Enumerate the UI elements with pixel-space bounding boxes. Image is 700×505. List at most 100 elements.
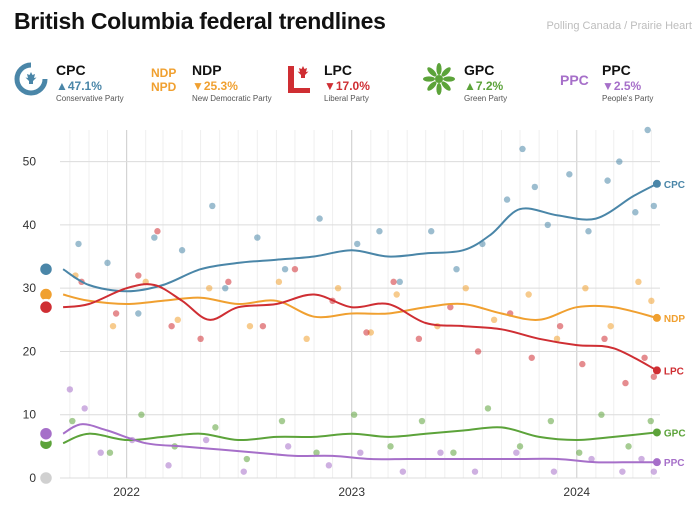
poll-point-ppc	[513, 449, 520, 456]
legend-full-name: New Democratic Party	[192, 94, 272, 103]
poll-point-cpc	[531, 183, 539, 191]
series-end-label: CPC	[664, 180, 685, 191]
end-marker-gpc	[652, 428, 661, 437]
poll-point-cpc	[135, 310, 142, 317]
x-tick-label: 2024	[563, 485, 590, 499]
poll-point-ndp	[607, 322, 614, 330]
poll-point-lpc	[447, 303, 454, 311]
poll-point-ppc	[81, 405, 88, 412]
poll-point-cpc	[503, 196, 511, 203]
poll-point-cpc	[428, 228, 435, 235]
legend-full-name: Conservative Party	[56, 94, 124, 103]
legend-full-name: Liberal Party	[324, 94, 369, 103]
poll-point-ppc	[357, 449, 364, 456]
poll-point-lpc	[474, 348, 482, 355]
poll-point-lpc	[259, 322, 267, 330]
poll-point-lpc	[112, 310, 120, 317]
poll-point-cpc	[209, 202, 216, 210]
trendline-lpc	[62, 283, 658, 372]
poll-point-cpc	[650, 202, 658, 210]
legend-value: ▼2.5%	[602, 79, 642, 93]
poll-point-lpc	[168, 322, 175, 330]
poll-point-ppc	[240, 468, 247, 475]
poll-point-ndp	[393, 291, 400, 298]
trendline-cpc	[62, 182, 658, 293]
poll-point-cpc	[644, 126, 651, 134]
poll-point-cpc	[316, 215, 323, 222]
poll-point-lpc	[135, 272, 142, 279]
poll-point-gpc	[387, 443, 394, 450]
series-end-label: LPC	[664, 366, 684, 377]
start-marker-ppc	[37, 425, 55, 442]
poll-point-lpc	[415, 335, 423, 342]
poll-point-ppc	[66, 386, 74, 393]
poll-point-cpc	[566, 171, 573, 178]
y-tick-label: 20	[23, 344, 37, 358]
poll-point-gpc	[547, 417, 555, 425]
poll-point-ppc	[325, 462, 333, 469]
legend-full-name: Green Party	[464, 94, 508, 103]
poll-point-ndp	[490, 316, 498, 324]
series-end-label: NDP	[664, 314, 685, 325]
legend-value: ▼17.0%	[324, 79, 370, 93]
poll-point-cpc	[519, 145, 526, 153]
poll-point-cpc	[585, 228, 592, 235]
poll-point-ndp	[582, 284, 589, 292]
end-marker-ppc	[652, 458, 661, 467]
poll-point-lpc	[154, 228, 161, 235]
poll-point-gpc	[350, 411, 358, 418]
poll-point-cpc	[178, 247, 186, 254]
poll-point-cpc	[453, 266, 460, 273]
poll-point-gpc	[576, 449, 583, 456]
trendline-ppc	[62, 423, 657, 464]
poll-point-cpc	[616, 158, 623, 165]
poll-point-ppc	[550, 468, 558, 475]
poll-point-gpc	[212, 424, 219, 431]
x-tick-label: 2023	[338, 485, 365, 499]
poll-point-ndp	[275, 278, 283, 286]
trendline-ndp	[62, 293, 658, 321]
svg-text:PPC: PPC	[560, 72, 589, 88]
zero-marker	[37, 469, 55, 487]
start-marker-lpc	[37, 298, 55, 316]
legend-abbr: PPC	[602, 62, 631, 78]
poll-point-ppc	[650, 468, 658, 475]
series-end-label: PPC	[664, 458, 685, 469]
poll-point-ndp	[525, 291, 532, 298]
legend-value: ▲7.2%	[464, 79, 504, 93]
poll-point-ppc	[588, 455, 595, 463]
poll-point-lpc	[291, 266, 299, 273]
poll-point-cpc	[281, 266, 289, 273]
poll-point-ppc	[638, 455, 645, 463]
poll-point-cpc	[254, 234, 261, 241]
legend-value: ▲47.1%	[56, 79, 102, 93]
poll-point-gpc	[484, 405, 492, 412]
poll-point-lpc	[556, 322, 564, 330]
poll-point-cpc	[151, 234, 158, 241]
green-flower-icon	[423, 63, 455, 95]
legend-abbr: NDP	[192, 62, 222, 78]
poll-point-gpc	[313, 449, 320, 456]
poll-point-ndp	[648, 297, 655, 305]
y-tick-label: 30	[23, 281, 37, 295]
poll-point-lpc	[363, 329, 370, 336]
poll-point-ppc	[284, 443, 292, 450]
legend-abbr: LPC	[324, 62, 352, 78]
source-credit: Polling Canada / Prairie Heart	[546, 20, 692, 32]
poll-point-ndp	[174, 316, 181, 324]
x-tick-label: 2022	[113, 485, 140, 499]
poll-point-cpc	[544, 221, 551, 229]
poll-point-gpc	[138, 411, 145, 418]
y-tick-label: 50	[23, 155, 37, 169]
poll-point-ndp	[334, 284, 342, 292]
legend-value: ▼25.3%	[192, 79, 238, 93]
poll-point-lpc	[650, 373, 658, 380]
poll-point-ndp	[635, 278, 642, 286]
poll-point-gpc	[106, 449, 114, 456]
svg-text:NDP: NDP	[151, 66, 176, 80]
poll-point-gpc	[418, 417, 426, 425]
end-marker-cpc	[652, 179, 661, 188]
party-legend: CPC ▲47.1% Conservative Party NDP NPD ND…	[0, 60, 700, 110]
poll-point-gpc	[516, 443, 524, 450]
